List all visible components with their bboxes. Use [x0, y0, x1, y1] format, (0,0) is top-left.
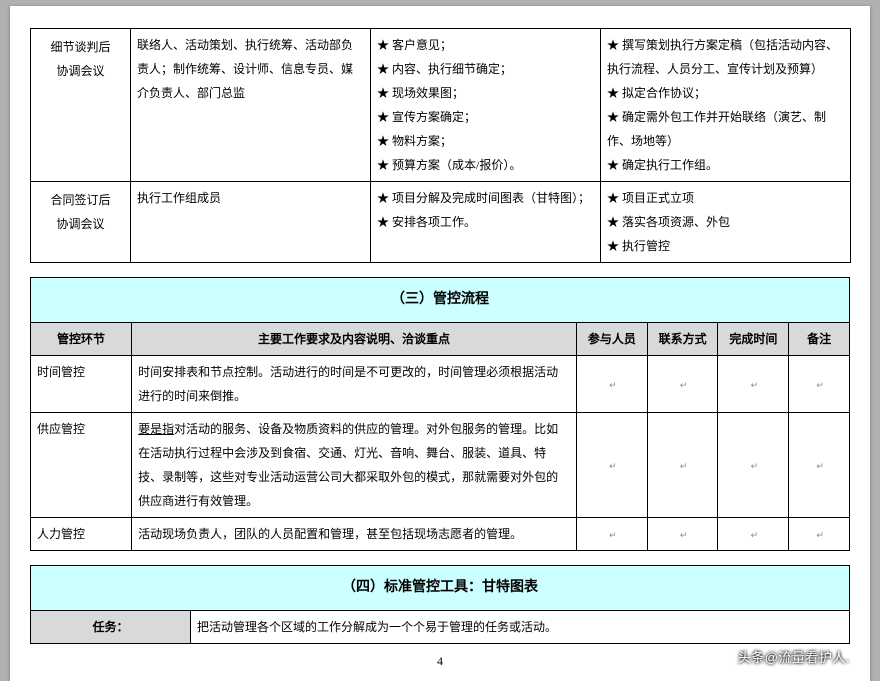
- description-cell: 要是指对活动的服务、设备及物质资料的供应的管理。对外包服务的管理。比如在活动执行…: [132, 413, 577, 518]
- description-cell: 活动现场负责人，团队的人员配置和管理，甚至包括现场志愿者的管理。: [132, 518, 577, 551]
- table-row: 人力管控 活动现场负责人，团队的人员配置和管理，甚至包括现场志愿者的管理。 ↵ …: [31, 518, 850, 551]
- empty-cell: ↵: [647, 413, 718, 518]
- coordination-table: 细节谈判后 协调会议 联络人、活动策划、执行统筹、活动部负责人；制作统筹、设计师…: [30, 28, 851, 263]
- watermark: 头条@流量看护人.: [738, 647, 850, 666]
- empty-cell: ↵: [718, 413, 789, 518]
- participants-cell: 联络人、活动策划、执行统筹、活动部负责人；制作统筹、设计师、信息专员、媒介负责人…: [131, 29, 371, 182]
- col-header: 完成时间: [718, 323, 789, 356]
- column-header-row: 管控环节 主要工作要求及内容说明、洽谈重点 参与人员 联系方式 完成时间 备注: [31, 323, 850, 356]
- col-header: 参与人员: [576, 323, 647, 356]
- items-cell: ★ 项目分解及完成时间图表（甘特图）；★ 安排各项工作。: [371, 182, 601, 263]
- label-line1: 细节谈判后: [50, 40, 110, 54]
- col-header: 备注: [789, 323, 850, 356]
- empty-cell: ↵: [647, 518, 718, 551]
- table-row: 任务： 把活动管理各个区域的工作分解成为一个个易于管理的任务或活动。: [31, 611, 850, 644]
- outputs-cell: ★ 项目正式立项★ 落实各项资源、外包★ 执行管控: [601, 182, 851, 263]
- section-title: （三）管控流程: [31, 278, 850, 323]
- description-cell: 时间安排表和节点控制。活动进行的时间是不可更改的，时间管理必须根据活动进行的时间…: [132, 356, 577, 413]
- row-label: 时间管控: [31, 356, 132, 413]
- empty-cell: ↵: [789, 356, 850, 413]
- underlined-text: 要是指: [138, 422, 174, 436]
- row-label: 任务：: [31, 611, 191, 644]
- participants-cell: 执行工作组成员: [131, 182, 371, 263]
- control-process-table: （三）管控流程 管控环节 主要工作要求及内容说明、洽谈重点 参与人员 联系方式 …: [30, 277, 850, 551]
- empty-cell: ↵: [576, 356, 647, 413]
- col-header: 主要工作要求及内容说明、洽谈重点: [132, 323, 577, 356]
- desc-text: 对活动的服务、设备及物质资料的供应的管理。对外包服务的管理。比如在活动执行过程中…: [138, 422, 558, 508]
- section-header-row: （三）管控流程: [31, 278, 850, 323]
- row-label: 供应管控: [31, 413, 132, 518]
- empty-cell: ↵: [576, 413, 647, 518]
- items-cell: ★ 客户意见；★ 内容、执行细节确定；★ 现场效果图；★ 宣传方案确定；★ 物料…: [371, 29, 601, 182]
- label-line2: 协调会议: [56, 64, 104, 78]
- label-line2: 协调会议: [56, 217, 104, 231]
- section-header-row: （四）标准管控工具：甘特图表: [31, 566, 850, 611]
- document-page: 细节谈判后 协调会议 联络人、活动策划、执行统筹、活动部负责人；制作统筹、设计师…: [10, 6, 870, 681]
- empty-cell: ↵: [576, 518, 647, 551]
- task-description: 把活动管理各个区域的工作分解成为一个个易于管理的任务或活动。: [191, 611, 850, 644]
- row-label: 人力管控: [31, 518, 132, 551]
- section-title: （四）标准管控工具：甘特图表: [31, 566, 850, 611]
- outputs-cell: ★ 撰写策划执行方案定稿（包括活动内容、执行流程、人员分工、宣传计划及预算）★ …: [601, 29, 851, 182]
- col-header: 联系方式: [647, 323, 718, 356]
- row-label: 合同签订后 协调会议: [31, 182, 131, 263]
- page-number: 4: [30, 654, 850, 669]
- row-label: 细节谈判后 协调会议: [31, 29, 131, 182]
- empty-cell: ↵: [789, 518, 850, 551]
- col-header: 管控环节: [31, 323, 132, 356]
- empty-cell: ↵: [718, 518, 789, 551]
- empty-cell: ↵: [647, 356, 718, 413]
- table-row: 合同签订后 协调会议 执行工作组成员 ★ 项目分解及完成时间图表（甘特图）；★ …: [31, 182, 851, 263]
- label-line1: 合同签订后: [50, 193, 110, 207]
- gantt-tool-table: （四）标准管控工具：甘特图表 任务： 把活动管理各个区域的工作分解成为一个个易于…: [30, 565, 850, 644]
- table-row: 供应管控 要是指对活动的服务、设备及物质资料的供应的管理。对外包服务的管理。比如…: [31, 413, 850, 518]
- empty-cell: ↵: [789, 413, 850, 518]
- empty-cell: ↵: [718, 356, 789, 413]
- table-row: 时间管控 时间安排表和节点控制。活动进行的时间是不可更改的，时间管理必须根据活动…: [31, 356, 850, 413]
- table-row: 细节谈判后 协调会议 联络人、活动策划、执行统筹、活动部负责人；制作统筹、设计师…: [31, 29, 851, 182]
